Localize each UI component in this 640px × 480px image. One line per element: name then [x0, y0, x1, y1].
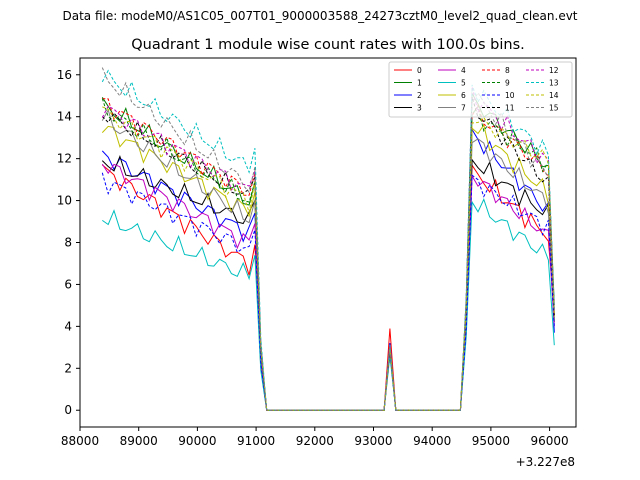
x-axis: 88000 89000 90000 91000 92000 93000 94000 95000… [61, 427, 569, 448]
legend-label: 5 [461, 79, 466, 88]
y-tick-label: 10 [57, 194, 72, 208]
legend-label: 11 [505, 104, 515, 113]
legend-label: 15 [549, 104, 559, 113]
legend-label: 4 [461, 66, 466, 75]
legend-label: 9 [505, 79, 510, 88]
y-tick-label: 12 [57, 152, 72, 166]
x-tick-label: 90000 [178, 434, 216, 448]
legend-label: 6 [461, 91, 466, 100]
series-layer [101, 67, 555, 411]
x-tick-label: 89000 [120, 434, 158, 448]
x-tick-label: 88000 [61, 434, 99, 448]
legend-label: 3 [417, 104, 422, 113]
suptitle: Data file: modeM0/AS1C05_007T01_90000035… [62, 9, 577, 23]
series-line-14 [102, 106, 555, 411]
legend-label: 10 [505, 91, 515, 100]
legend-label: 0 [417, 66, 422, 75]
x-tick-label: 94000 [413, 434, 451, 448]
y-axis: 0 2 4 6 8 10 12 14 16 [57, 68, 80, 417]
legend-label: 8 [505, 66, 510, 75]
y-tick-label: 2 [64, 361, 72, 375]
y-tick-label: 16 [57, 68, 72, 82]
x-tick-label: 93000 [354, 434, 392, 448]
x-tick-label: 91000 [237, 434, 275, 448]
x-tick-label: 95000 [472, 434, 510, 448]
legend-label: 2 [417, 91, 422, 100]
x-tick-label: 96000 [530, 434, 568, 448]
chart-title: Quadrant 1 module wise count rates with … [131, 37, 525, 53]
y-tick-label: 14 [57, 110, 72, 124]
y-tick-label: 4 [64, 319, 72, 333]
legend-label: 12 [549, 66, 559, 75]
legend-frame [388, 61, 573, 118]
legend-label: 7 [461, 104, 466, 113]
legend-label: 14 [549, 91, 559, 100]
y-tick-label: 0 [64, 403, 72, 417]
legend-label: 1 [417, 79, 422, 88]
x-offset-label: +3.227e8 [516, 455, 575, 469]
legend-label: 13 [549, 79, 559, 88]
x-tick-label: 92000 [296, 434, 334, 448]
y-tick-label: 8 [64, 236, 72, 250]
y-tick-label: 6 [64, 277, 72, 291]
